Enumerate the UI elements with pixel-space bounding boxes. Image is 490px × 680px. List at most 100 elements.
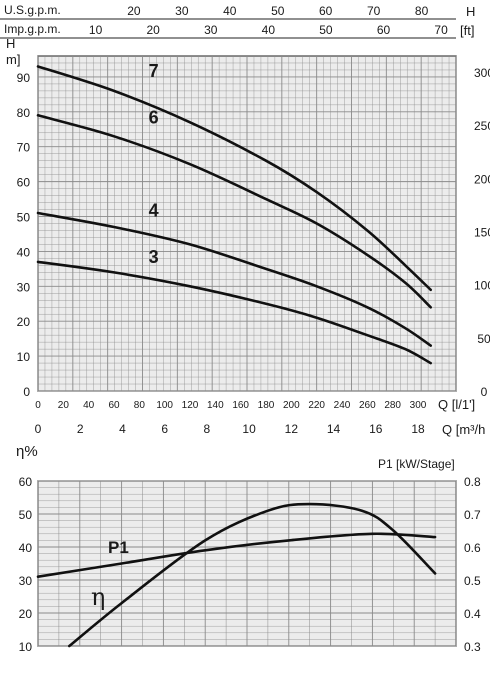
head-tick-label: 0 [23, 385, 30, 399]
head-left-axis-unit: m] [6, 52, 20, 67]
flow-m3h-tick-label: 2 [77, 422, 84, 436]
efficiency-tick-label: 10 [19, 640, 33, 654]
head-right-ticks: 0 50 100 150 200 250 300 [474, 66, 490, 399]
head-ft-tick-label: 300 [474, 66, 490, 80]
impgpm-tick-label: 50 [319, 23, 333, 37]
usgpm-tick-label: 60 [319, 4, 333, 18]
impgpm-tick-label: 20 [146, 23, 160, 37]
impgpm-tick-label: 40 [262, 23, 276, 37]
curve-p1 [36, 532, 437, 578]
flow-lmin-tick-label: 280 [384, 400, 401, 411]
efficiency-left-ticks: 10 20 30 40 50 60 [19, 475, 33, 654]
flow-lmin-tick-label: 260 [359, 400, 376, 411]
efficiency-tick-label: 40 [19, 541, 33, 555]
head-ft-tick-label: 0 [481, 385, 488, 399]
impgpm-ticks: 10 20 30 40 50 60 70 [89, 23, 448, 37]
flow-lmin-tick-label: 0 [35, 400, 41, 411]
flow-lmin-tick-label: 180 [258, 400, 275, 411]
flow-lmin-tick-label: 120 [182, 400, 199, 411]
flow-m3h-tick-label: 0 [35, 422, 42, 436]
head-curves [36, 65, 432, 365]
usgpm-tick-label: 40 [223, 4, 237, 18]
head-left-axis-label: H [6, 36, 15, 51]
usgpm-tick-label: 70 [367, 4, 381, 18]
head-tick-label: 70 [17, 141, 31, 155]
head-curve-4 [36, 211, 432, 347]
head-tick-label: 40 [17, 245, 31, 259]
head-chart-grid [37, 55, 457, 392]
head-right-axis-label: H [466, 4, 475, 19]
flow-lmin-tick-label: 240 [334, 400, 351, 411]
head-left-ticks: 0 10 20 30 40 50 60 70 80 90 [17, 71, 31, 399]
usgpm-ticks: 20 30 40 50 60 70 80 [127, 4, 428, 18]
power-tick-label: 0.6 [464, 541, 481, 555]
flow-m3h-tick-label: 12 [285, 422, 299, 436]
power-tick-label: 0.7 [464, 508, 481, 522]
efficiency-chart-grid [37, 480, 457, 647]
flow-m3h-tick-label: 14 [327, 422, 341, 436]
head-curve-label-6: 6 [149, 107, 159, 127]
head-curve-labels: 7 6 4 3 [149, 61, 159, 267]
power-right-ticks: 0.3 0.4 0.5 0.6 0.7 0.8 [464, 475, 481, 654]
head-tick-label: 60 [17, 176, 31, 190]
flow-m3h-ticks: 0 2 4 6 8 10 12 14 16 18 [35, 422, 425, 436]
head-curve-3 [36, 260, 432, 365]
head-tick-label: 50 [17, 211, 31, 225]
flow-m3h-tick-label: 18 [411, 422, 425, 436]
impgpm-tick-label: 70 [434, 23, 448, 37]
flow-lmin-tick-label: 40 [83, 400, 95, 411]
head-tick-label: 90 [17, 71, 31, 85]
power-tick-label: 0.5 [464, 574, 481, 588]
flow-m3h-axis-label: Q [m³/h [442, 422, 485, 437]
flow-lmin-tick-label: 20 [58, 400, 70, 411]
flow-lmin-tick-label: 300 [410, 400, 427, 411]
flow-m3h-tick-label: 6 [161, 422, 168, 436]
flow-lmin-tick-label: 60 [108, 400, 120, 411]
head-tick-label: 20 [17, 315, 31, 329]
efficiency-axis-label: η% [16, 443, 38, 460]
usgpm-tick-label: 30 [175, 4, 189, 18]
head-tick-label: 80 [17, 106, 31, 120]
head-curve-7 [36, 65, 432, 292]
flow-m3h-tick-label: 8 [204, 422, 211, 436]
flow-m3h-tick-label: 16 [369, 422, 383, 436]
power-tick-label: 0.3 [464, 640, 481, 654]
impgpm-tick-label: 60 [377, 23, 391, 37]
impgpm-label: Imp.g.p.m. [4, 22, 61, 36]
head-chart: U.S.g.p.m. Imp.g.p.m. 20 30 40 50 60 70 80 10 2… [0, 3, 490, 437]
flow-lmin-ticks: 0 20 40 60 80 100 120 140 160 180 200 220 240 260 280 3… [35, 400, 427, 411]
flow-lmin-tick-label: 220 [308, 400, 325, 411]
power-tick-label: 0.4 [464, 607, 481, 621]
power-tick-label: 0.8 [464, 475, 481, 489]
series-label-p1: P1 [108, 538, 129, 557]
efficiency-tick-label: 60 [19, 475, 33, 489]
efficiency-tick-label: 50 [19, 508, 33, 522]
efficiency-tick-label: 30 [19, 574, 33, 588]
head-ft-tick-label: 200 [474, 172, 490, 186]
flow-lmin-tick-label: 140 [207, 400, 224, 411]
head-right-axis-unit: [ft] [460, 23, 474, 38]
head-curve-label-7: 7 [149, 61, 159, 81]
head-ft-tick-label: 250 [474, 119, 490, 133]
efficiency-tick-label: 20 [19, 607, 33, 621]
power-axis-label: P1 [kW/Stage] [378, 457, 455, 471]
flow-m3h-tick-label: 4 [119, 422, 126, 436]
usgpm-tick-label: 50 [271, 4, 285, 18]
head-curve-label-3: 3 [149, 247, 159, 267]
flow-lmin-axis-label: Q [l/1'] [438, 397, 475, 412]
head-ft-tick-label: 50 [477, 332, 490, 346]
impgpm-tick-label: 30 [204, 23, 218, 37]
usgpm-label: U.S.g.p.m. [4, 3, 61, 17]
curve-eta [68, 502, 437, 648]
head-tick-label: 10 [17, 350, 31, 364]
head-tick-label: 30 [17, 280, 31, 294]
usgpm-tick-label: 80 [415, 4, 429, 18]
impgpm-tick-label: 10 [89, 23, 103, 37]
efficiency-power-curves [36, 502, 437, 648]
series-label-eta: η [91, 583, 105, 611]
head-curve-label-4: 4 [149, 200, 159, 220]
flow-lmin-tick-label: 160 [232, 400, 249, 411]
flow-lmin-tick-label: 80 [134, 400, 146, 411]
